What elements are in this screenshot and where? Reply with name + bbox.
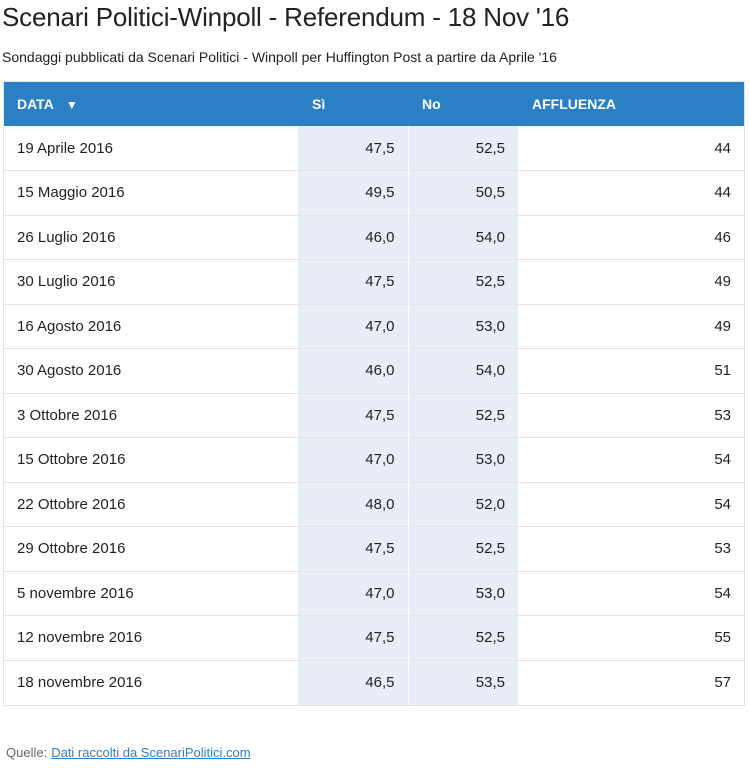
column-header-affluenza[interactable]: AFFLUENZA [518, 82, 744, 126]
header-row: DATA ▼ Sì No AFFLUENZA [4, 82, 744, 126]
cell-no: 54,0 [408, 348, 518, 393]
cell-no: 52,5 [408, 126, 518, 171]
page-subtitle: Sondaggi pubblicati da Scenari Politici … [2, 49, 557, 65]
cell-no: 52,5 [408, 526, 518, 571]
cell-data: 5 novembre 2016 [4, 570, 298, 616]
cell-data: 15 Maggio 2016 [4, 170, 298, 215]
table-row: 5 novembre 2016 47,0 53,0 54 [4, 570, 744, 616]
cell-data: 3 Ottobre 2016 [4, 392, 298, 438]
page-title: Scenari Politici-Winpoll - Referendum - … [2, 2, 570, 32]
source-note: Quelle: Dati raccolti da ScenariPolitici.… [6, 745, 251, 760]
table-row: 15 Ottobre 2016 47,0 53,0 54 [4, 437, 744, 482]
cell-no: 54,0 [408, 214, 518, 260]
cell-affluenza: 44 [518, 170, 744, 215]
table-row: 19 Aprile 2016 47,5 52,5 44 [4, 126, 744, 171]
table-row: 12 novembre 2016 47,5 52,5 55 [4, 615, 744, 660]
cell-si: 46,0 [298, 348, 409, 393]
poll-table-container: DATA ▼ Sì No AFFLUENZA 19 Aprile 2016 47,5… [3, 81, 745, 706]
cell-no: 53,0 [408, 570, 518, 616]
cell-si: 48,0 [298, 481, 409, 527]
cell-si: 47,0 [298, 570, 409, 616]
cell-si: 47,5 [298, 526, 409, 571]
table-row: 18 novembre 2016 46,5 53,5 57 [4, 659, 744, 705]
cell-data: 12 novembre 2016 [4, 615, 298, 660]
cell-no: 52,0 [408, 481, 518, 527]
table-row: 16 Agosto 2016 47,0 53,0 49 [4, 303, 744, 349]
poll-table: DATA ▼ Sì No AFFLUENZA 19 Aprile 2016 47,5… [4, 82, 744, 705]
table-body: 19 Aprile 2016 47,5 52,5 44 15 Maggio 2016 49… [4, 126, 744, 705]
cell-data: 18 novembre 2016 [4, 659, 298, 705]
column-header-si[interactable]: Sì [298, 82, 408, 126]
source-label: Quelle: [6, 745, 48, 760]
cell-si: 47,5 [298, 126, 409, 171]
column-header-data[interactable]: DATA ▼ [4, 82, 298, 126]
cell-si: 47,5 [298, 615, 409, 660]
cell-data: 30 Agosto 2016 [4, 348, 298, 393]
cell-no: 50,5 [408, 170, 518, 215]
source-link[interactable]: Dati raccolti da ScenariPolitici.com [51, 745, 251, 760]
cell-affluenza: 51 [518, 348, 744, 393]
cell-affluenza: 57 [518, 659, 744, 705]
table-row: 15 Maggio 2016 49,5 50,5 44 [4, 170, 744, 215]
cell-si: 46,5 [298, 659, 409, 705]
cell-no: 52,5 [408, 259, 518, 304]
cell-si: 47,5 [298, 259, 409, 304]
cell-affluenza: 53 [518, 526, 744, 571]
table-row: 22 Ottobre 2016 48,0 52,0 54 [4, 481, 744, 527]
sort-descending-icon[interactable]: ▼ [65, 98, 78, 112]
cell-affluenza: 49 [518, 303, 744, 349]
cell-no: 53,0 [408, 437, 518, 482]
cell-si: 49,5 [298, 170, 409, 215]
cell-data: 22 Ottobre 2016 [4, 481, 298, 527]
cell-affluenza: 49 [518, 259, 744, 304]
cell-no: 53,5 [408, 659, 518, 705]
table-row: 30 Luglio 2016 47,5 52,5 49 [4, 259, 744, 304]
cell-affluenza: 53 [518, 392, 744, 438]
cell-data: 26 Luglio 2016 [4, 214, 298, 260]
cell-no: 52,5 [408, 392, 518, 438]
cell-affluenza: 54 [518, 437, 744, 482]
table-row: 29 Ottobre 2016 47,5 52,5 53 [4, 526, 744, 571]
table-row: 3 Ottobre 2016 47,5 52,5 53 [4, 392, 744, 438]
cell-si: 47,0 [298, 303, 409, 349]
table-row: 26 Luglio 2016 46,0 54,0 46 [4, 214, 744, 260]
cell-no: 52,5 [408, 615, 518, 660]
cell-data: 30 Luglio 2016 [4, 259, 298, 304]
cell-affluenza: 46 [518, 214, 744, 260]
cell-no: 53,0 [408, 303, 518, 349]
cell-data: 19 Aprile 2016 [17, 139, 113, 157]
cell-data: 29 Ottobre 2016 [4, 526, 298, 571]
column-header-no[interactable]: No [408, 82, 518, 126]
cell-si: 47,5 [298, 392, 409, 438]
table-header: DATA ▼ Sì No AFFLUENZA [4, 82, 744, 126]
cell-affluenza: 55 [518, 615, 744, 660]
table-row: 30 Agosto 2016 46,0 54,0 51 [4, 348, 744, 393]
cell-data: 16 Agosto 2016 [4, 303, 298, 349]
cell-data: 15 Ottobre 2016 [4, 437, 298, 482]
cell-affluenza: 54 [518, 570, 744, 616]
column-header-data-label: DATA [17, 96, 54, 112]
cell-affluenza: 44 [714, 139, 731, 157]
cell-si: 47,0 [298, 437, 409, 482]
cell-affluenza: 54 [518, 481, 744, 527]
cell-si: 46,0 [298, 214, 409, 260]
